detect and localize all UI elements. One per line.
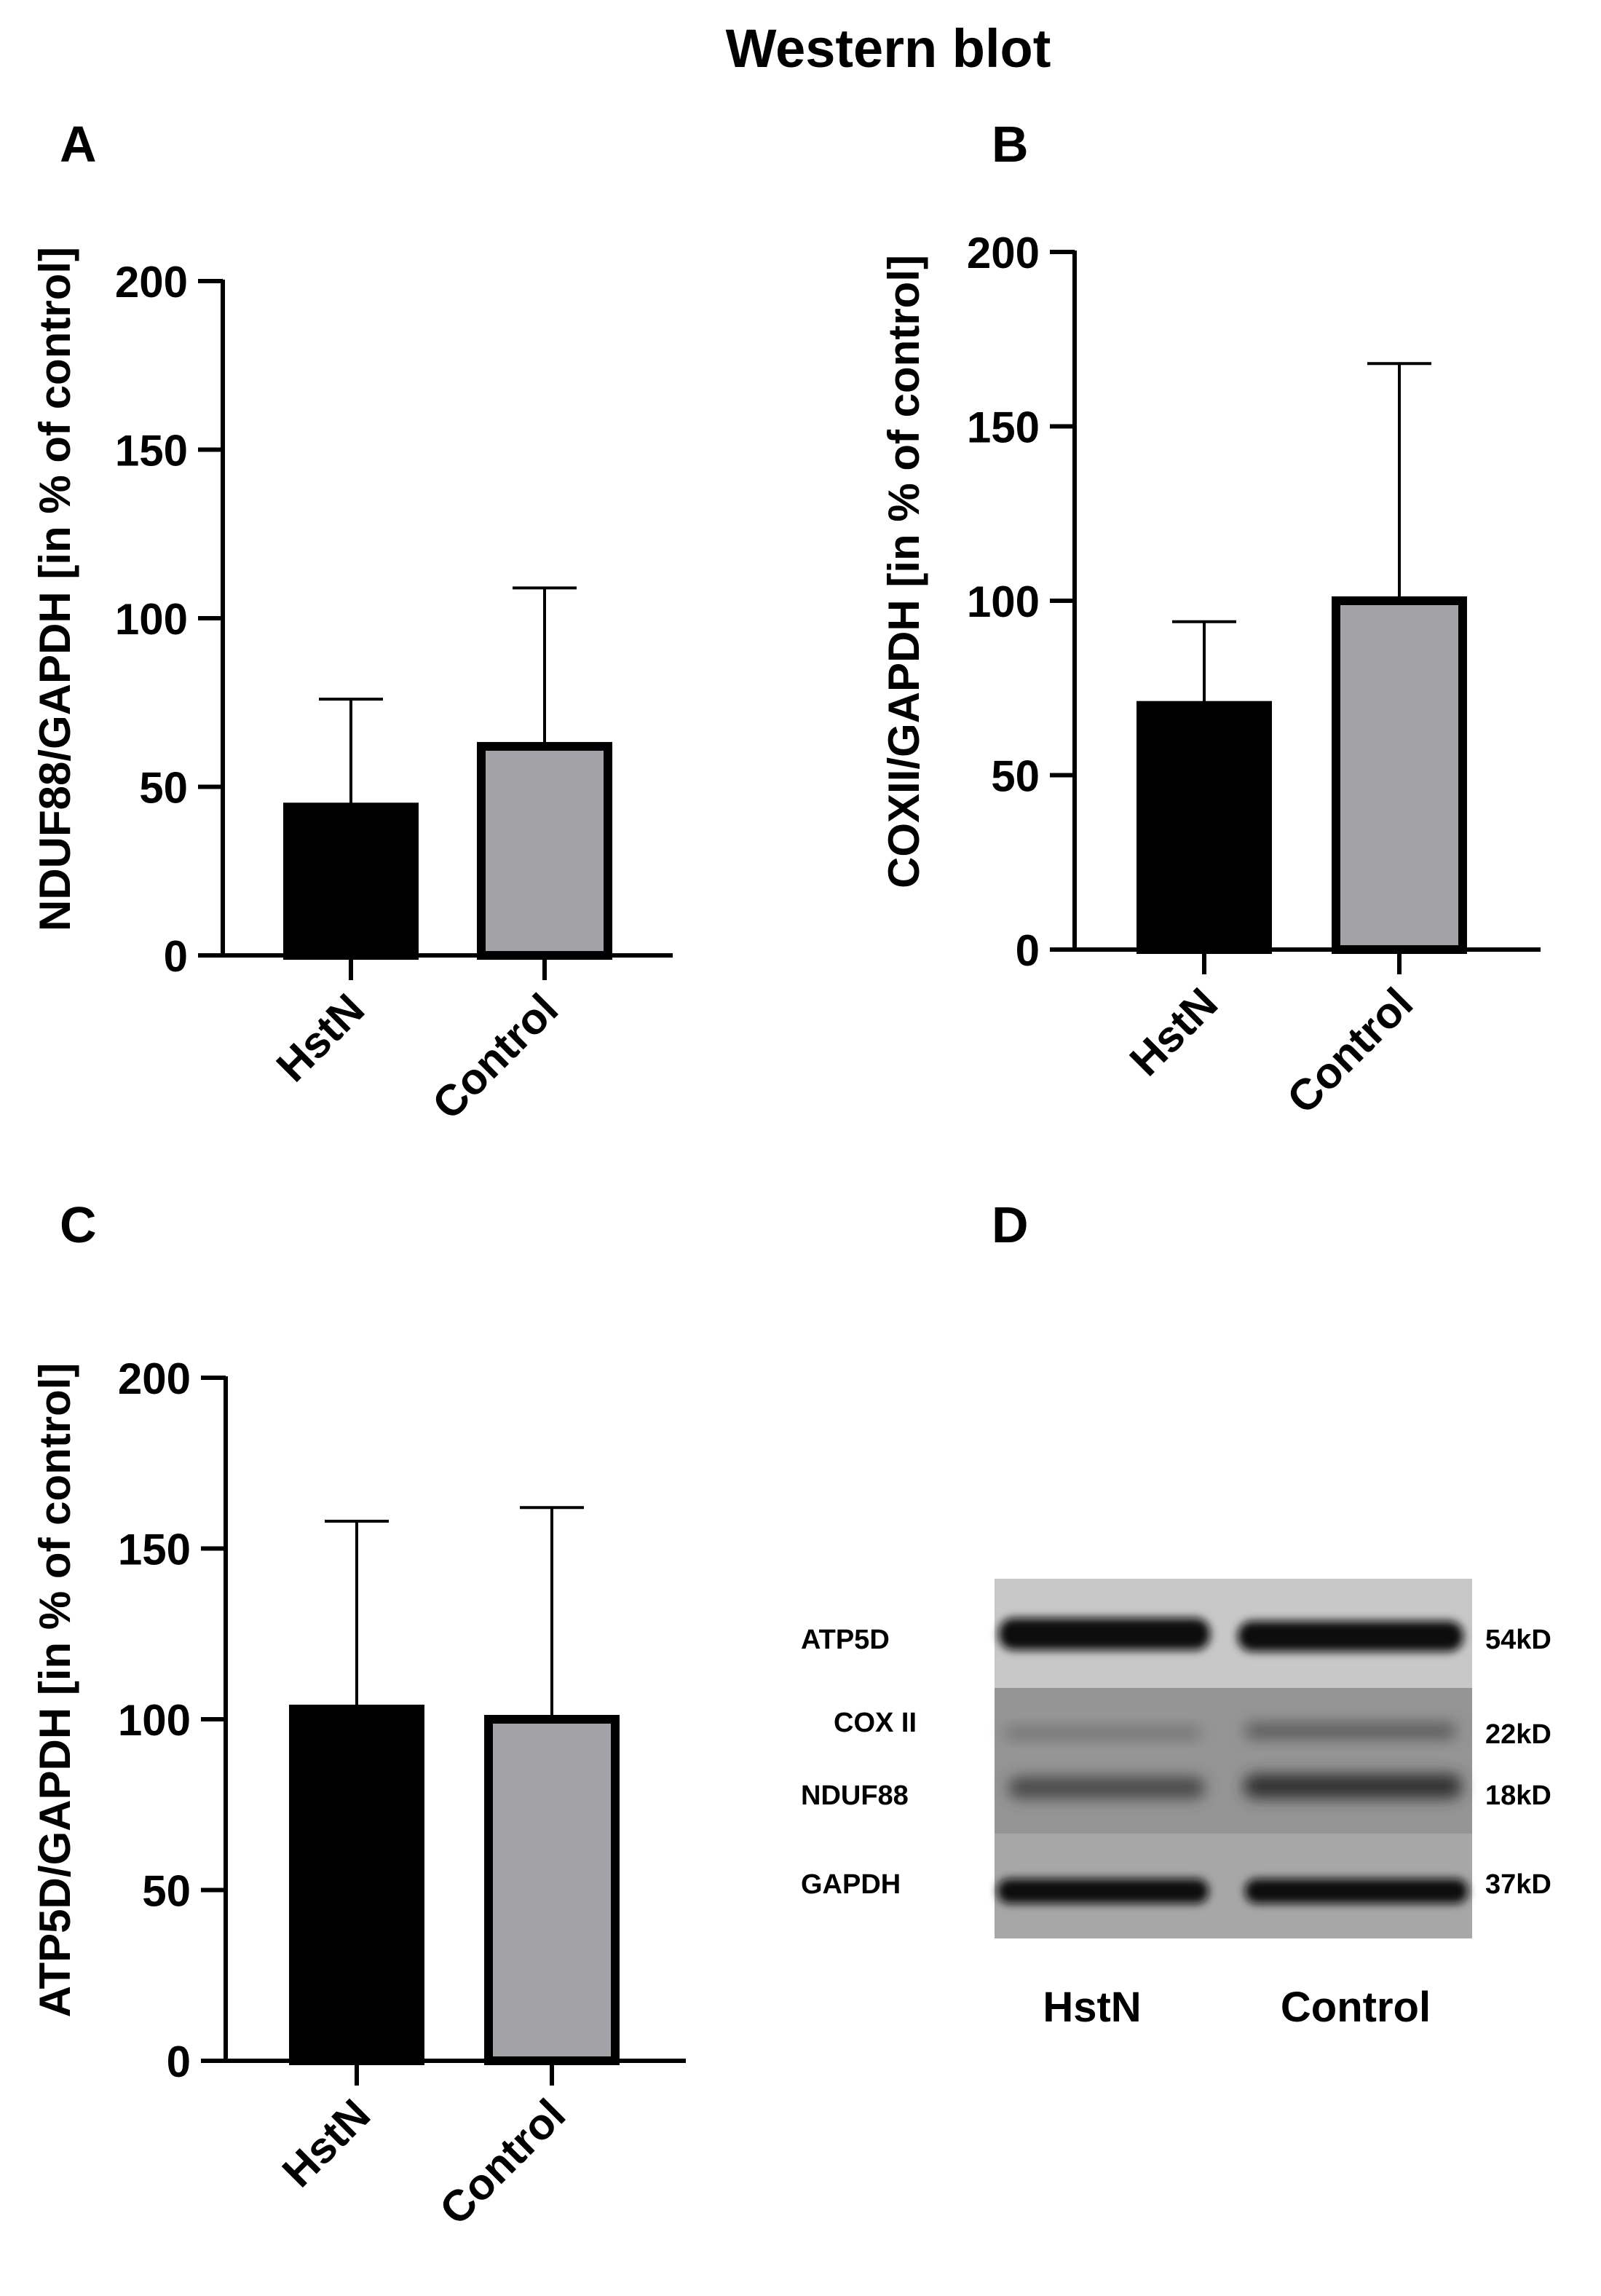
panel-label-b: B: [992, 116, 1029, 173]
blot-size-label: 18kD: [1485, 1780, 1551, 1811]
y-tick-label: 50: [139, 764, 188, 813]
blot-lane-label: Control: [1281, 1984, 1431, 2031]
x-tick-label: HstN: [267, 985, 373, 1091]
blot-band-nduf88-hstn: [1008, 1777, 1205, 1799]
x-tick-label: HstN: [273, 2090, 379, 2196]
bar-hstn: [1136, 701, 1272, 954]
x-tick-label: Control: [423, 985, 567, 1129]
blot-lane-label: HstN: [1043, 1984, 1141, 2031]
blot-protein-label: GAPDH: [801, 1869, 901, 1900]
bar-control: [477, 741, 612, 960]
chart-c: 0 50 100 150 200 HstN Control ATP5D/GAPDH [in %…: [31, 1354, 686, 2234]
panel-label-a: A: [60, 116, 97, 173]
y-tick-label: 150: [115, 427, 188, 476]
blot-band-gapdh-hstn: [997, 1879, 1209, 1904]
blot-strip-middle: [995, 1688, 1472, 1834]
blot-band-coxii-hstn: [1005, 1727, 1201, 1739]
y-tick-label: 50: [142, 1867, 191, 1916]
x-tick-label: Control: [430, 2090, 574, 2234]
blot-band-atp5d-hstn: [999, 1618, 1210, 1650]
bar-control: [1332, 596, 1467, 954]
x-tick-label: HstN: [1120, 979, 1227, 1085]
y-axis-title: NDUF88/GAPDH [in % of control]: [31, 247, 79, 931]
x-tick-label: Control: [1278, 979, 1422, 1123]
y-axis-title: COXII/GAPDH [in % of control]: [879, 255, 928, 888]
chart-b: 0 50 100 150 200 HstN Control COXII/GAPDH [in %…: [879, 229, 1541, 1123]
y-tick-label: 50: [991, 752, 1040, 801]
blot-protein-label: NDUF88: [801, 1780, 909, 1811]
y-tick-label: 200: [115, 258, 188, 307]
y-tick-label: 100: [967, 577, 1040, 626]
blot-protein-label: COX II: [834, 1708, 917, 1738]
y-tick-label: 100: [118, 1696, 191, 1745]
panel-label-c: C: [60, 1196, 97, 1253]
panel-label-d: D: [992, 1196, 1029, 1253]
figure-title: Western blot: [726, 18, 1051, 79]
y-tick-label: 200: [967, 229, 1040, 277]
chart-a: 0 50 100 150 200 HstN Control NDUF88/GAPDH [in …: [31, 247, 673, 1129]
blot-size-label: 22kD: [1485, 1719, 1551, 1750]
y-tick-label: 0: [164, 932, 188, 981]
y-tick-label: 150: [967, 403, 1040, 452]
bar-control: [484, 1715, 620, 2065]
blot-panel: ATP5D COX II NDUF88 GAPDH 54kD 22kD 18kD…: [801, 1579, 1551, 2031]
bar-hstn: [289, 1704, 424, 2065]
blot-band-coxii-control: [1245, 1723, 1456, 1739]
blot-band-atp5d-control: [1238, 1621, 1463, 1652]
y-tick-label: 100: [115, 595, 188, 644]
blot-size-label: 37kD: [1485, 1869, 1551, 1900]
blot-protein-label: ATP5D: [801, 1625, 890, 1655]
bar-hstn: [283, 802, 419, 960]
y-tick-label: 200: [118, 1354, 191, 1403]
y-tick-label: 150: [118, 1526, 191, 1574]
blot-band-gapdh-control: [1245, 1879, 1468, 1904]
blot-size-label: 54kD: [1485, 1625, 1551, 1655]
y-axis-title: ATP5D/GAPDH [in % of control]: [31, 1363, 79, 2018]
blot-band-nduf88-control: [1244, 1774, 1462, 1799]
y-tick-label: 0: [1016, 926, 1040, 975]
y-tick-label: 0: [167, 2037, 191, 2086]
